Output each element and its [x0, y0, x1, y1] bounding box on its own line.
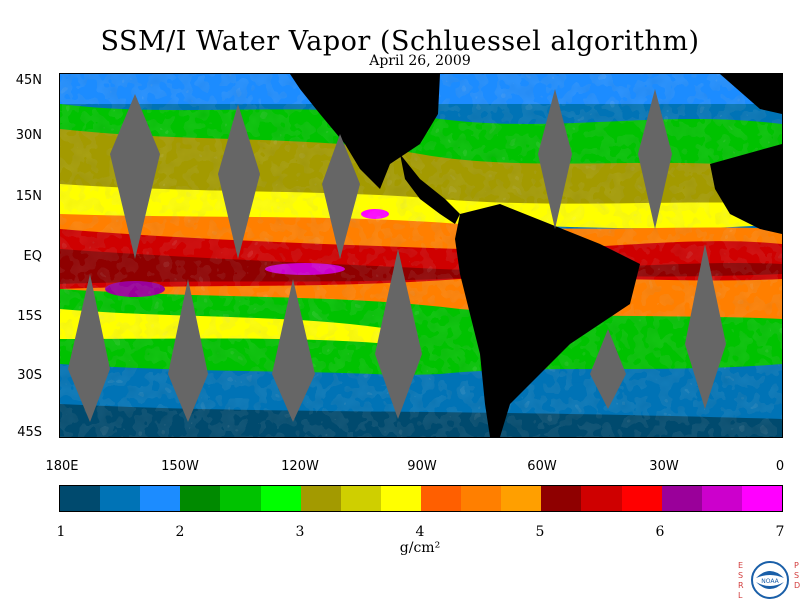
swath-gap: [638, 89, 672, 229]
swath-gap: [685, 244, 726, 409]
colorbar-tick: 6: [655, 524, 665, 540]
lon-label-0: 0: [775, 459, 785, 474]
south-america-land: [455, 204, 640, 437]
colorbar-segment: [501, 486, 542, 511]
lat-label-eq: EQ: [23, 249, 42, 264]
colorbar-segment: [260, 486, 301, 511]
colorbar-tick: 2: [175, 524, 185, 540]
map-title: SSM/I Water Vapor (Schluessel algorithm): [100, 26, 700, 57]
africa-land: [710, 144, 782, 234]
colorbar-segment: [741, 486, 782, 511]
colorbar-segment: [300, 486, 341, 511]
lat-label-30s: 30S: [17, 368, 42, 383]
lon-label-120w: 120W: [281, 459, 319, 474]
noaa-logo: NOAA: [751, 561, 789, 599]
north-america-land: [290, 74, 440, 189]
swath-gap: [322, 134, 360, 259]
lon-label-90w: 90W: [407, 459, 437, 474]
colorbar-segment: [140, 486, 181, 511]
colorbar-units: g/cm²: [399, 540, 441, 556]
colorbar-segment: [661, 486, 702, 511]
water-vapor-map: [59, 73, 783, 438]
map-canvas: [60, 74, 782, 437]
colorbar-segment: [340, 486, 381, 511]
lat-label-45s: 45S: [17, 425, 42, 440]
swath-gap: [272, 279, 315, 422]
noaa-logo-text: NOAA: [761, 578, 779, 585]
lat-label-15n: 15N: [15, 189, 42, 204]
colorbar-segment: [100, 486, 141, 511]
swath-gap: [375, 249, 422, 419]
colorbar-tick: 5: [535, 524, 545, 540]
lon-label-60w: 60W: [527, 459, 557, 474]
colorbar-segment: [581, 486, 622, 511]
swath-gap: [218, 104, 260, 259]
lat-label-15s: 15S: [17, 309, 42, 324]
lon-label-150w: 150W: [161, 459, 199, 474]
colorbar-segment: [60, 486, 101, 511]
colorbar-segment: [420, 486, 462, 511]
lat-label-30n: 30N: [15, 128, 42, 143]
lon-label-30w: 30W: [649, 459, 679, 474]
colorbar-tick: 7: [775, 524, 785, 540]
swath-gap: [110, 94, 160, 259]
europe-land: [720, 74, 782, 114]
swath-gap: [168, 279, 208, 422]
swath-gap: [590, 329, 626, 409]
swath-gap: [538, 89, 572, 229]
central-america-land: [400, 154, 460, 224]
colorbar-segment: [461, 486, 502, 511]
lat-label-45n: 45N: [15, 73, 42, 88]
colorbar-segment: [541, 486, 582, 511]
colorbar-segment: [701, 486, 742, 511]
colorbar-segment: [180, 486, 221, 511]
colorbar: [59, 485, 783, 512]
lon-label-180e: 180E: [45, 459, 79, 474]
colorbar-segment: [220, 486, 261, 511]
colorbar-segment: [621, 486, 662, 511]
colorbar-tick: 3: [295, 524, 305, 540]
colorbar-segment: [380, 486, 421, 511]
map-date: April 26, 2009: [369, 53, 471, 69]
colorbar-tick: 4: [415, 524, 425, 540]
colorbar-tick: 1: [56, 524, 66, 540]
swath-gap: [68, 274, 110, 422]
